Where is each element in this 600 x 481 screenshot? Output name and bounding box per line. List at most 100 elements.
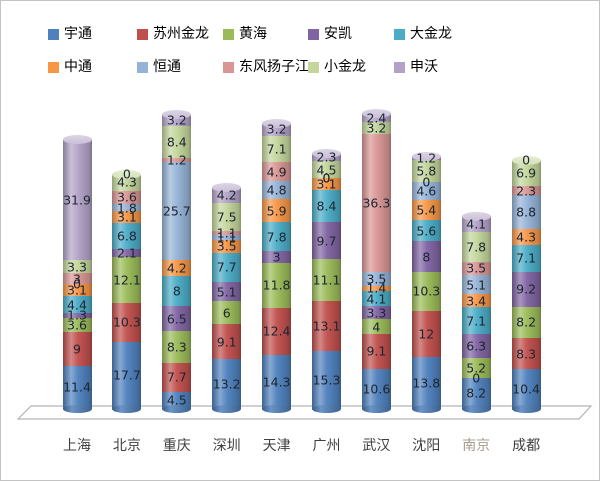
bar-segment: 2.3 [511,184,541,197]
segment-value-label: 4.5 [166,392,187,408]
segment-value-label: 4.4 [67,297,87,313]
bar-segment: 3.3 [62,259,92,275]
legend-series-label: 黄海 [239,26,267,42]
segment-value-label: 10.6 [362,381,391,397]
segment-value-label: 12 [418,326,435,342]
segment-value-label: 4 [372,319,381,335]
category-label: 南京 [462,438,491,454]
bar-segment: 4.6 [411,182,441,200]
legend-item-9: 小金龙 [308,59,366,75]
legend-item-2: 苏州金龙 [137,26,209,42]
segment-value-label: 3.1 [67,282,87,298]
segment-value-label: 3.3 [67,259,87,275]
cylinder-base [262,405,292,413]
segment-value-label: 31.9 [63,192,91,208]
bar-segment: 2.3 [312,150,341,163]
segment-value-label: 0 [522,152,531,168]
bar-segment: 4.2 [162,260,192,277]
segment-value-label: 8.2 [466,385,487,401]
segment-value-label: 4.3 [116,174,137,190]
segment-value-label: 4.5 [316,162,337,178]
segment-value-label: 6.5 [166,311,187,327]
segment-value-label: 5.2 [466,360,487,376]
segment-value-label: 0 [73,276,81,292]
segment-value-label: 12.4 [262,323,291,339]
cylinder-cap [461,212,491,222]
segment-value-label: 8.8 [516,204,537,220]
bar-segment: 5.1 [461,274,491,295]
legend-series-label: 东风扬子江 [239,59,309,75]
bar-segment: 3.5 [461,261,491,275]
bar-segment: 11.4 [62,365,92,409]
bar-segment: 8.2 [461,377,491,409]
legend-swatch-icon [394,28,405,40]
bar-segment: 1.4 [361,282,391,295]
category-label: 成都 [512,438,541,454]
segment-value-label: 5.4 [416,202,437,218]
legend-series-label: 申沃 [410,59,438,75]
bar-segment: 5.6 [411,220,441,242]
bar-segment: 5.1 [212,282,242,302]
segment-value-label: 7.7 [166,369,187,385]
bar-segment: 3.3 [361,306,391,319]
segment-value-label: 25.7 [162,203,191,219]
bar-segment: 3.5 [212,239,242,253]
segment-value-label: 3 [272,249,281,265]
segment-value-label: 3.2 [266,121,287,137]
segment-value-label: 6.3 [466,338,487,354]
segment-value-label: 6.9 [516,165,537,181]
bar-segment: 3.1 [312,178,341,191]
bar-segment: 1.3 [62,309,92,322]
segment-value-label: 8.4 [316,198,337,214]
bar-5: 14.3 12.4 11.8 3 7.8 5.9 4.8 4.9 7.1 3.2 [262,119,292,413]
bar-segment: 8.4 [312,190,341,223]
bar-segment: 3.6 [112,190,142,205]
segment-value-label: 10.3 [412,283,441,299]
bar-segment: 2.4 [361,111,391,124]
bar-segment: 3 [62,271,92,287]
segment-value-label: 9.2 [516,281,537,297]
segment-value-label: 11.8 [262,277,291,293]
category-label: 沈阳 [412,438,441,454]
bar-segment: 4 [361,318,391,335]
segment-value-label: 36.3 [362,195,391,211]
bar-segment: 10.4 [511,369,541,409]
bar-segment: 4.3 [511,228,541,245]
bar-segment: 8.3 [162,331,192,363]
segment-value-label: 1.8 [116,200,137,216]
bar-segment: 31.9 [62,139,92,261]
segment-value-label: 1.2 [166,152,187,168]
segment-value-label: 4.1 [466,216,487,232]
cylinder-cap [62,135,92,145]
legend-series-label: 宇通 [64,26,92,42]
bar-segment: 7.8 [262,221,292,252]
bar-segment: 36.3 [361,134,391,273]
bar-segment: 7.7 [162,362,192,392]
legend-item-5: 大金龙 [394,26,452,42]
cylinder-base [361,405,391,413]
segment-value-label: 0 [322,170,331,186]
bar-segment: 1.1 [212,231,242,244]
bar-segment: 4.8 [262,181,292,200]
bar-segment: 4.2 [212,186,242,203]
bar-segment: 6.5 [162,306,192,332]
segment-value-label: 0 [472,370,481,386]
bar-segment: 12.1 [112,256,142,303]
segment-value-label: 2.1 [116,245,137,261]
bar-segment: 6 [212,301,242,325]
segment-value-label: 3.2 [166,112,187,128]
bar-segment: 7.1 [461,307,491,335]
segment-value-label: 13.8 [412,375,441,391]
legend-swatch-icon [223,28,234,40]
bar-segment: 12.4 [262,307,292,355]
segment-value-label: 5.8 [416,163,437,179]
bar-segment: 4.1 [361,290,391,307]
segment-value-label: 3 [73,271,81,287]
cylinder-cap [212,182,242,192]
segment-value-label: 4.2 [216,187,237,203]
segment-value-label: 11.1 [312,272,341,288]
legend-swatch-icon [394,61,405,73]
bar-segment: 8.4 [162,125,192,158]
bar-segment: 3.1 [62,282,92,298]
